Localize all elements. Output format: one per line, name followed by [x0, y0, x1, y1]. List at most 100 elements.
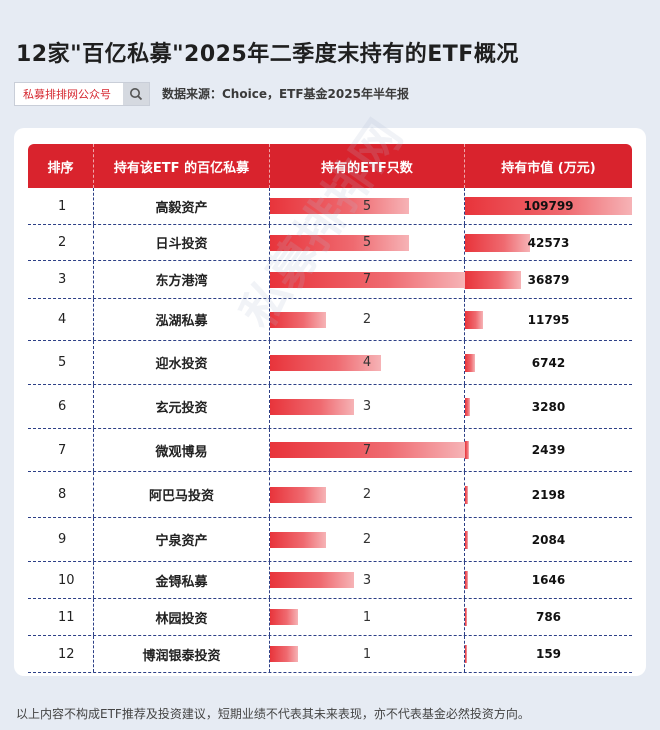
- count-bar: [270, 311, 326, 328]
- value-label: 786: [535, 610, 562, 624]
- name-cell: 玄元投资: [94, 385, 270, 428]
- table-row: 7 微观博易 7 2439: [28, 429, 632, 472]
- value-bar: [465, 485, 468, 504]
- count-cell: 2: [270, 518, 465, 561]
- table-header: 排序 持有该ETF 的百亿私募 持有的ETF只数 持有市值 (万元): [28, 144, 632, 188]
- value-bar: [465, 310, 483, 329]
- rank-cell: 10: [28, 562, 94, 598]
- count-bar: [270, 198, 409, 214]
- count-bar: [270, 531, 326, 548]
- rank-cell: 6: [28, 385, 94, 428]
- search-icon[interactable]: [123, 83, 149, 105]
- count-bar: [270, 398, 354, 415]
- table-row: 1 高毅资产 5 109799: [28, 188, 632, 225]
- name-cell: 微观博易: [94, 429, 270, 471]
- count-bar: [270, 442, 465, 458]
- count-cell: 2: [270, 472, 465, 517]
- value-cell: 1646: [465, 562, 632, 598]
- table-row: 8 阿巴马投资 2 2198: [28, 472, 632, 518]
- name-cell: 高毅资产: [94, 188, 270, 224]
- count-cell: 5: [270, 225, 465, 260]
- value-bar: [465, 530, 468, 549]
- value-cell: 786: [465, 599, 632, 635]
- count-bar: [270, 486, 326, 503]
- rank-cell: 1: [28, 188, 94, 224]
- rank-cell: 12: [28, 636, 94, 672]
- value-cell: 159: [465, 636, 632, 672]
- count-cell: 5: [270, 188, 465, 224]
- name-cell: 日斗投资: [94, 225, 270, 260]
- value-bar: [465, 197, 632, 215]
- rank-cell: 5: [28, 341, 94, 384]
- name-cell: 迎水投资: [94, 341, 270, 384]
- rank-cell: 7: [28, 429, 94, 471]
- count-label: 2: [362, 487, 372, 502]
- name-cell: 金锝私募: [94, 562, 270, 598]
- value-label: 42573: [527, 235, 570, 250]
- count-cell: 3: [270, 562, 465, 598]
- header-rank: 排序: [28, 144, 94, 188]
- rank-cell: 4: [28, 299, 94, 340]
- count-bar: [270, 572, 354, 588]
- table-row: 6 玄元投资 3 3280: [28, 385, 632, 429]
- value-label: 2084: [531, 532, 566, 547]
- count-cell: 1: [270, 599, 465, 635]
- value-bar: [465, 233, 530, 252]
- count-label: 1: [362, 646, 372, 662]
- table-row: 3 东方港湾 7 36879: [28, 261, 632, 299]
- value-label: 36879: [527, 272, 570, 287]
- count-bar: [270, 646, 298, 662]
- table-row: 10 金锝私募 3 1646: [28, 562, 632, 599]
- count-label: 7: [362, 442, 372, 458]
- value-bar: [465, 441, 469, 459]
- count-label: 7: [362, 272, 372, 287]
- value-cell: 6742: [465, 341, 632, 384]
- value-label: 2198: [531, 487, 566, 502]
- value-cell: 2198: [465, 472, 632, 517]
- value-label: 109799: [523, 199, 574, 213]
- value-label: 6742: [531, 355, 566, 370]
- value-bar: [465, 397, 470, 416]
- count-bar: [270, 609, 298, 625]
- name-cell: 宁泉资产: [94, 518, 270, 561]
- count-label: 2: [362, 312, 372, 327]
- value-bar: [465, 270, 521, 289]
- rank-cell: 9: [28, 518, 94, 561]
- header-value: 持有市值 (万元): [501, 160, 596, 176]
- count-label: 2: [362, 532, 372, 547]
- value-cell: 3280: [465, 385, 632, 428]
- name-cell: 林园投资: [94, 599, 270, 635]
- value-cell: 11795: [465, 299, 632, 340]
- count-cell: 4: [270, 341, 465, 384]
- count-bar: [270, 354, 381, 371]
- header-name: 持有该ETF 的百亿私募: [94, 144, 270, 188]
- page-title: 12家"百亿私募"2025年二季度末持有的ETF概况: [16, 42, 519, 67]
- value-label: 11795: [527, 312, 570, 327]
- count-cell: 7: [270, 261, 465, 298]
- rank-cell: 3: [28, 261, 94, 298]
- value-cell: 2439: [465, 429, 632, 471]
- search-box[interactable]: 私募排排网公众号: [14, 82, 150, 106]
- value-cell: 36879: [465, 261, 632, 298]
- data-source: 数据来源：Choice，ETF基金2025年半年报: [162, 87, 409, 101]
- count-label: 5: [362, 198, 372, 214]
- value-cell: 109799: [465, 188, 632, 224]
- value-label: 3280: [531, 399, 566, 414]
- table-body: 1 高毅资产 5 109799 2 日斗投资 5 42573 3 东方港湾 7 36879 4 泓湖私募 2…: [28, 188, 632, 673]
- value-bar: [465, 645, 467, 663]
- count-label: 3: [362, 399, 372, 414]
- count-cell: 3: [270, 385, 465, 428]
- table-row: 12 博润银泰投资 1 159: [28, 636, 632, 673]
- count-cell: 1: [270, 636, 465, 672]
- table-row: 2 日斗投资 5 42573: [28, 225, 632, 261]
- value-bar: [465, 353, 475, 372]
- count-cell: 7: [270, 429, 465, 471]
- rank-cell: 2: [28, 225, 94, 260]
- count-label: 3: [362, 572, 372, 588]
- count-label: 5: [362, 235, 372, 250]
- count-label: 1: [362, 609, 372, 625]
- count-bar: [270, 234, 409, 251]
- count-bar: [270, 271, 465, 288]
- value-bar: [465, 571, 468, 589]
- name-cell: 东方港湾: [94, 261, 270, 298]
